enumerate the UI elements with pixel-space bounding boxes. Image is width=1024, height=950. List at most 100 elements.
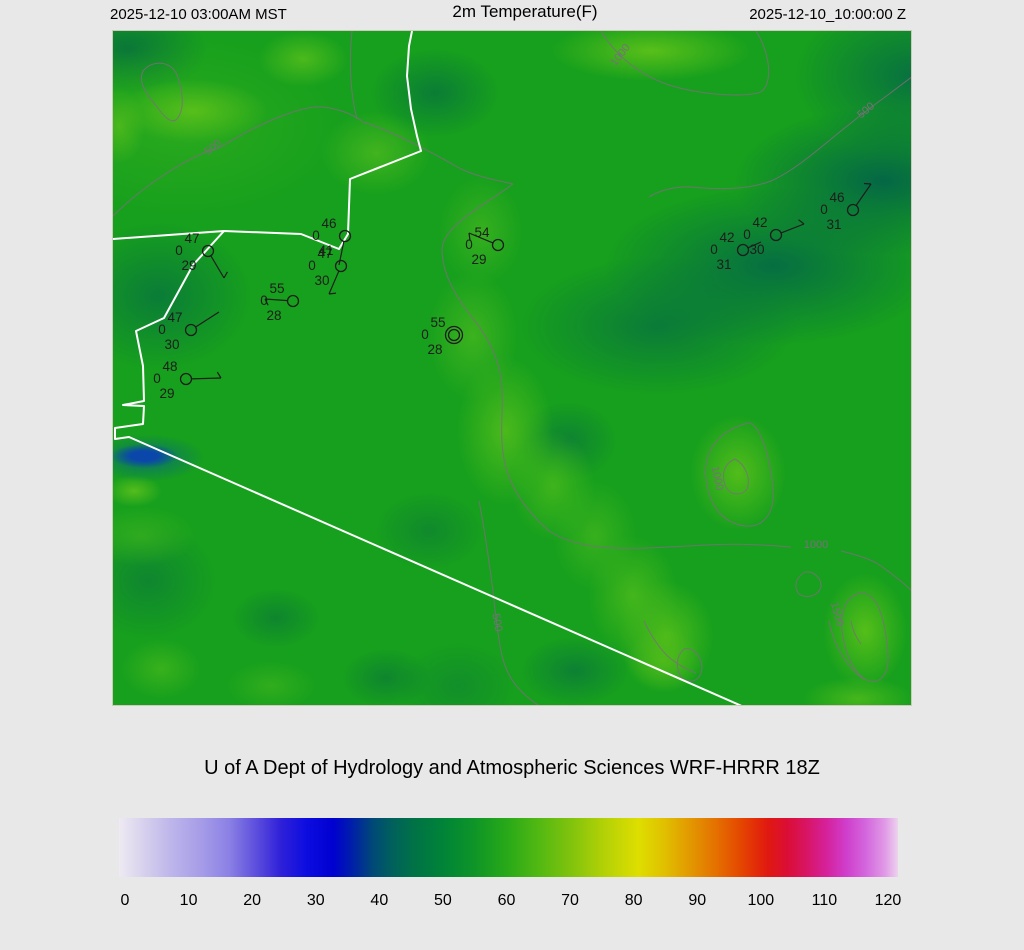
station-temperature: 42 (752, 215, 767, 230)
station-circle-icon (447, 328, 461, 342)
wind-barb-tick-icon (863, 182, 872, 185)
station-dewpoint: 29 (159, 386, 174, 401)
wind-barb-tick-icon (223, 271, 228, 279)
wind-barb-icon (264, 298, 288, 302)
station-aux-value: 0 (421, 327, 429, 342)
terrain-contour-line (676, 648, 703, 682)
station-dewpoint: 28 (266, 308, 281, 323)
colorbar-tick-label: 10 (179, 892, 198, 909)
station-circle-icon (286, 294, 300, 308)
terrain-contour-line (478, 500, 539, 705)
contour-label: 1000 (709, 465, 726, 491)
wind-barb-icon (191, 377, 222, 380)
station-aux-value: 0 (743, 227, 751, 242)
wind-barb-tick-icon (798, 219, 805, 225)
station-circle-icon (334, 259, 348, 273)
station-circle-icon (736, 243, 750, 257)
station-aux-value: 0 (158, 322, 166, 337)
station-temperature: 46 (321, 216, 336, 231)
station-dewpoint: 30 (314, 273, 329, 288)
station-dewpoint: 31 (716, 257, 731, 272)
station-aux-value: 0 (465, 237, 473, 252)
station-plots: 4702946041470305502847030480295402955028… (153, 182, 872, 401)
station-dewpoint: 30 (164, 337, 179, 352)
terrain-contour-line (828, 620, 864, 680)
station-temperature: 47 (317, 246, 332, 261)
station-circle-icon (769, 228, 783, 242)
terrain-contours (113, 31, 911, 705)
colorbar-tick-label: 60 (497, 892, 516, 909)
colorbar-tick-label: 0 (120, 892, 130, 909)
terrain-contour-line (349, 31, 358, 120)
map-overlay: 5005005001000100010001500470294604147030… (113, 31, 911, 705)
colorbar-tick-label: 110 (811, 892, 838, 909)
terrain-contour-line (795, 571, 822, 597)
station-aux-value: 0 (710, 242, 718, 257)
wind-barb-tick-icon (468, 232, 471, 241)
wind-barb-icon (747, 241, 762, 249)
wind-barb-icon (195, 311, 220, 328)
border-line (113, 31, 422, 250)
station-dewpoint: 29 (181, 258, 196, 273)
terrain-contour-line (840, 550, 911, 591)
valid-time-utc: 2025-12-10_10:00:00 Z (749, 6, 906, 23)
state-borders (113, 31, 742, 705)
station-aux-value: 0 (312, 228, 320, 243)
colorbar-gradient (119, 818, 898, 877)
colorbar-tick-label: 70 (561, 892, 579, 909)
terrain-contour-line (643, 620, 697, 674)
border-line (114, 230, 742, 705)
terrain-contour-line (850, 620, 862, 645)
station-aux-value: 0 (153, 371, 161, 386)
station-aux-value: 0 (260, 293, 268, 308)
station-circle-icon (179, 372, 193, 386)
terrain-contour-line (141, 62, 183, 122)
station-temperature: 55 (430, 315, 445, 330)
colorbar-tick-label: 50 (433, 892, 452, 909)
station-temperature: 54 (474, 225, 490, 240)
colorbar-tick-label: 80 (624, 892, 643, 909)
station-temperature: 47 (184, 231, 199, 246)
station-circle-icon (491, 238, 505, 252)
valid-time-local: 2025-12-10 03:00AM MST (110, 6, 287, 23)
contour-label: 500 (489, 612, 504, 632)
terrain-contour-line (600, 31, 770, 96)
station-aux-value: 0 (308, 258, 316, 273)
colorbar-tick-label: 20 (243, 892, 262, 909)
station-dewpoint: 41 (318, 243, 333, 258)
wind-barb-icon (855, 183, 872, 206)
wind-barb-tick-icon (264, 298, 269, 306)
station-temperature: 46 (829, 190, 844, 205)
station-circle-icon (338, 229, 352, 243)
wind-barb-icon (328, 270, 340, 295)
wind-barb-tick-icon (216, 371, 222, 379)
terrain-contour-line (705, 422, 774, 527)
contour-label: 500 (202, 137, 224, 158)
station-aux-value: 0 (820, 202, 828, 217)
colorbar-tick-label: 30 (306, 892, 325, 909)
colorbar-tick-labels: 0 10 20 30 40 50 60 70 80 90 100 110 120 (0, 892, 1024, 914)
colorbar-tick-label: 120 (874, 892, 902, 909)
terrain-contour-line (441, 183, 792, 549)
wind-barb-icon (780, 223, 805, 234)
station-dewpoint: 29 (471, 252, 486, 267)
station-temperature: 47 (167, 310, 182, 325)
station-dewpoint: 28 (427, 342, 442, 357)
wind-barb-icon (468, 232, 494, 244)
contour-label: 1500 (828, 601, 846, 628)
contour-label: 500 (855, 100, 877, 121)
caption: U of A Dept of Hydrology and Atmospheric… (204, 757, 820, 779)
station-temperature: 42 (719, 230, 734, 245)
contour-label: 1000 (804, 539, 828, 551)
colorbar-tick-label: 40 (370, 892, 389, 909)
station-circle-icon (846, 203, 860, 217)
